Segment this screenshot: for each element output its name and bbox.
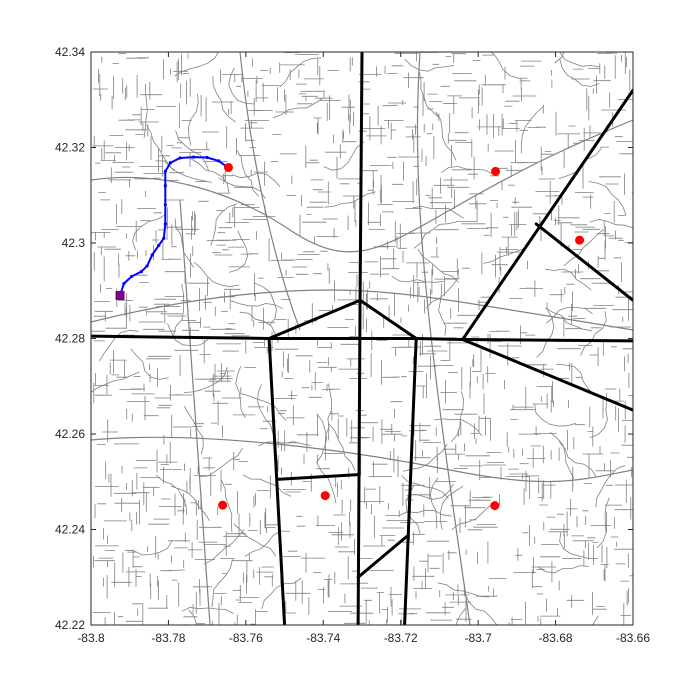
x-tick-label: -83.76 (229, 631, 263, 645)
markers (115, 163, 585, 511)
center-point (575, 235, 585, 245)
boundary-line (356, 298, 362, 625)
route-point (163, 184, 167, 188)
route-point (162, 236, 166, 240)
y-tick-label: 42.28 (55, 332, 85, 346)
route-point (122, 281, 126, 286)
arterial-road (416, 52, 471, 625)
x-tick-label: -83.78 (151, 631, 185, 645)
route-point (205, 155, 209, 160)
x-tick-label: -83.72 (384, 631, 418, 645)
route-point (168, 161, 172, 165)
route-point (163, 222, 167, 226)
route-point (145, 264, 149, 268)
x-tick-label: -83.7 (464, 631, 492, 645)
arterial-road (179, 199, 211, 625)
route-line (119, 156, 228, 296)
route-point (139, 270, 143, 274)
boundary-line (414, 337, 465, 341)
arterial-road (91, 119, 633, 253)
x-tick-label: -83.66 (616, 631, 650, 645)
boundary-line (461, 88, 633, 341)
arterial-road (91, 436, 633, 483)
route-point (217, 159, 221, 163)
arterial-road (91, 289, 633, 331)
route-point (150, 253, 154, 257)
x-axis: -83.8 -83.78 -83.76 -83.74 -83.72 -83.7 -83.68… (77, 52, 650, 645)
y-tick-label: 42.32 (55, 141, 85, 155)
boundary-line (461, 337, 633, 412)
center-point (320, 491, 330, 501)
boundary-line (267, 337, 287, 625)
center-point (491, 166, 501, 176)
boundary-line (356, 535, 409, 579)
start-point (115, 291, 125, 301)
boundary-line (534, 222, 633, 302)
center-point (490, 501, 500, 511)
y-axis: 42.22 42.24 42.26 42.28 42.3 42.32 42.34 (55, 45, 633, 632)
route-point (163, 169, 167, 173)
boundary-line (358, 52, 364, 302)
road-network (91, 52, 633, 625)
route-point (163, 203, 167, 207)
x-tick-label: -83.8 (77, 631, 105, 645)
y-tick-label: 42.3 (62, 236, 86, 250)
y-tick-label: 42.26 (55, 427, 85, 441)
boundary-line (358, 298, 418, 340)
route-point (178, 156, 182, 160)
winding-roads (91, 52, 633, 625)
y-tick-label: 42.24 (55, 523, 85, 537)
center-point (223, 163, 233, 173)
y-tick-label: 42.34 (55, 45, 85, 59)
boundary-line (91, 334, 271, 340)
x-tick-label: -83.68 (539, 631, 573, 645)
route-point (157, 243, 161, 247)
center-point (218, 500, 228, 510)
route-point (130, 274, 134, 279)
boundary-line (275, 473, 360, 481)
boundary-line (267, 298, 362, 340)
route-point (191, 155, 196, 159)
region-boundaries (91, 52, 633, 625)
boundary-line (403, 337, 418, 625)
arterial-road (239, 52, 301, 331)
y-tick-label: 42.22 (55, 618, 85, 632)
boundary-line (461, 337, 633, 343)
x-tick-label: -83.74 (306, 631, 340, 645)
